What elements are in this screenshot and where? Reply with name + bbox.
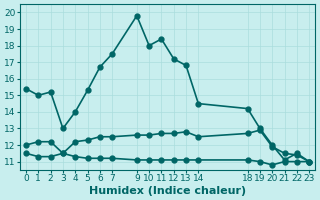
X-axis label: Humidex (Indice chaleur): Humidex (Indice chaleur) xyxy=(89,186,246,196)
